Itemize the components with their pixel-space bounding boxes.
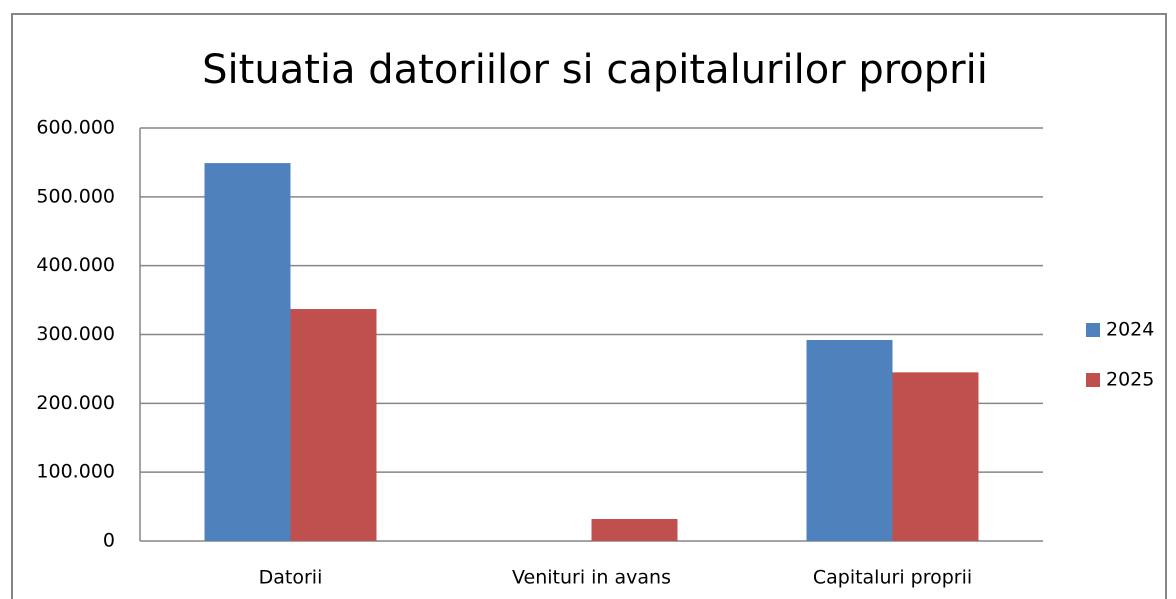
bar	[204, 163, 291, 542]
y-tick-label: 600.000	[36, 117, 115, 139]
legend-label: 2025	[1106, 369, 1154, 391]
y-tick-label: 200.000	[36, 392, 115, 414]
bar	[290, 309, 377, 541]
chart-frame	[11, 13, 1167, 599]
legend-swatch	[1086, 373, 1100, 387]
y-tick-label: 100.000	[36, 461, 115, 483]
y-tick-label: 300.000	[36, 323, 115, 345]
x-tick-label: Venituri in avans	[512, 567, 671, 589]
y-tick-label: 400.000	[36, 254, 115, 276]
x-tick-label: Capitaluri proprii	[813, 567, 972, 589]
legend-label: 2024	[1106, 319, 1154, 341]
x-tick-label: Datorii	[259, 567, 323, 589]
y-tick-label: 0	[103, 530, 115, 552]
bar	[892, 372, 979, 541]
y-tick-label: 500.000	[36, 185, 115, 207]
legend-swatch	[1086, 323, 1100, 337]
chart-title: Situatia datoriilor si capitalurilor pro…	[202, 47, 988, 93]
bar	[806, 340, 893, 541]
bar	[591, 518, 678, 541]
